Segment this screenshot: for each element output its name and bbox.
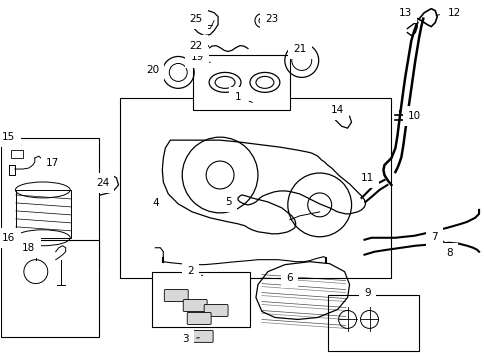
Text: 22: 22: [189, 40, 202, 51]
FancyBboxPatch shape: [183, 300, 207, 311]
Bar: [193, 55, 289, 110]
Text: 13: 13: [398, 7, 416, 21]
Text: 19: 19: [190, 52, 210, 62]
Bar: [120, 98, 391, 278]
Text: 21: 21: [292, 44, 306, 55]
Bar: [1, 240, 98, 337]
Text: 15: 15: [2, 132, 21, 145]
FancyBboxPatch shape: [204, 305, 227, 316]
Bar: [16, 190, 71, 238]
Text: 2: 2: [186, 266, 202, 276]
Text: 20: 20: [146, 65, 160, 75]
Text: 1: 1: [234, 92, 252, 102]
Text: 18: 18: [22, 243, 36, 253]
Text: 7: 7: [430, 232, 443, 242]
FancyBboxPatch shape: [187, 312, 211, 325]
Text: 4: 4: [151, 198, 161, 208]
Text: 10: 10: [405, 111, 420, 121]
Text: 9: 9: [363, 287, 370, 297]
Bar: [327, 295, 419, 351]
Text: 14: 14: [330, 105, 344, 116]
FancyBboxPatch shape: [189, 331, 212, 342]
Bar: [1, 138, 98, 268]
Text: 23: 23: [264, 14, 278, 24]
Text: 8: 8: [445, 248, 454, 258]
Text: 17: 17: [45, 158, 59, 168]
Bar: [11, 150, 23, 158]
Text: 11: 11: [360, 173, 373, 183]
FancyBboxPatch shape: [164, 290, 188, 302]
Bar: [152, 272, 249, 327]
Text: 24: 24: [96, 178, 109, 188]
Text: 3: 3: [182, 335, 199, 345]
Text: 25: 25: [189, 14, 202, 24]
Text: 12: 12: [435, 7, 460, 17]
Text: 16: 16: [2, 233, 21, 245]
Bar: [200, 45, 208, 52]
Text: 5: 5: [224, 197, 233, 208]
Text: 6: 6: [286, 273, 295, 283]
